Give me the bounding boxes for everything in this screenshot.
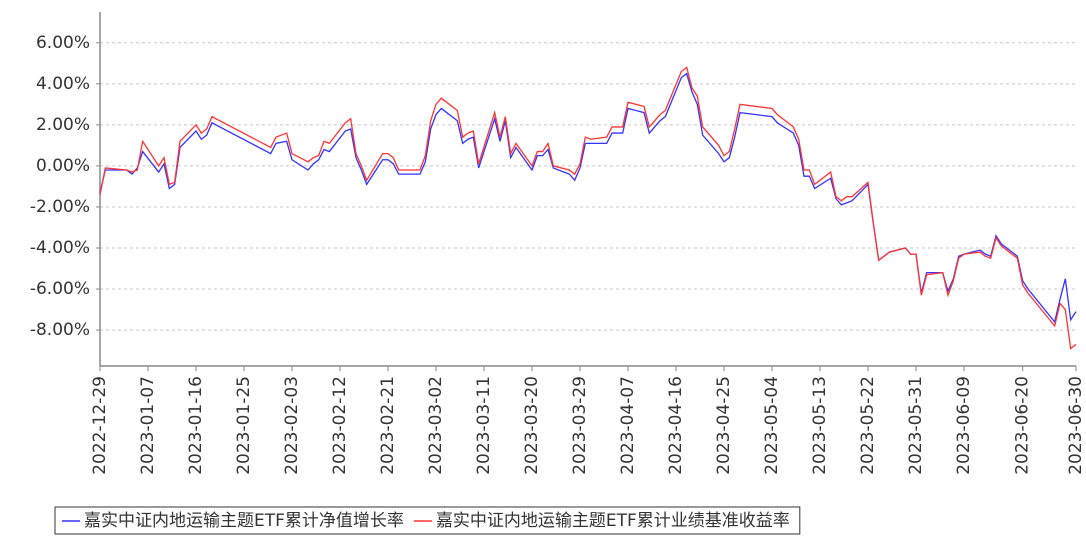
x-tick-label: 2023-06-20: [1013, 376, 1033, 475]
y-tick-label: 6.00%: [36, 33, 90, 53]
x-tick-label: 2023-01-07: [138, 376, 158, 475]
x-tick-label: 2023-02-03: [282, 376, 302, 475]
x-tick-label: 2023-04-16: [666, 376, 686, 475]
x-tick-label: 2022-12-29: [90, 376, 110, 475]
y-tick-label: 0.00%: [36, 156, 90, 176]
x-tick-label: 2023-03-20: [522, 376, 542, 475]
x-tick-label: 2023-06-09: [954, 376, 974, 475]
x-tick-label: 2023-05-13: [810, 376, 830, 475]
x-tick-label: 2023-01-16: [186, 376, 206, 475]
y-tick-label: 2.00%: [36, 115, 90, 135]
x-tick-label: 2023-04-25: [714, 376, 734, 475]
x-tick-label: 2023-02-21: [378, 376, 398, 475]
x-tick-label: 2023-03-11: [474, 376, 494, 475]
legend: 嘉实中证内地运输主题ETF累计净值增长率 嘉实中证内地运输主题ETF累计业绩基准收…: [54, 506, 801, 535]
x-tick-label: 2023-04-07: [618, 376, 638, 475]
x-tick-label: 2023-06-30: [1066, 376, 1086, 475]
y-tick-label: -2.00%: [30, 197, 90, 217]
x-tick-label: 2023-01-25: [234, 376, 254, 475]
x-tick-label: 2023-05-31: [906, 376, 926, 475]
y-tick-label: -8.00%: [30, 320, 90, 340]
legend-label: 嘉实中证内地运输主题ETF累计业绩基准收益率: [436, 511, 790, 531]
x-tick-label: 2023-05-22: [858, 376, 878, 475]
x-tick-label: 2023-02-12: [330, 376, 350, 475]
y-tick-label: -4.00%: [30, 238, 90, 258]
x-tick-label: 2023-05-04: [762, 376, 782, 475]
series-line: [99, 66, 1077, 350]
x-tick-label: 2023-03-02: [426, 376, 446, 475]
y-tick-label: 4.00%: [36, 74, 90, 94]
y-tick-label: -6.00%: [30, 279, 90, 299]
series-line: [99, 72, 1077, 324]
x-tick-label: 2023-03-29: [570, 376, 590, 475]
legend-label: 嘉实中证内地运输主题ETF累计净值增长率: [84, 511, 404, 531]
